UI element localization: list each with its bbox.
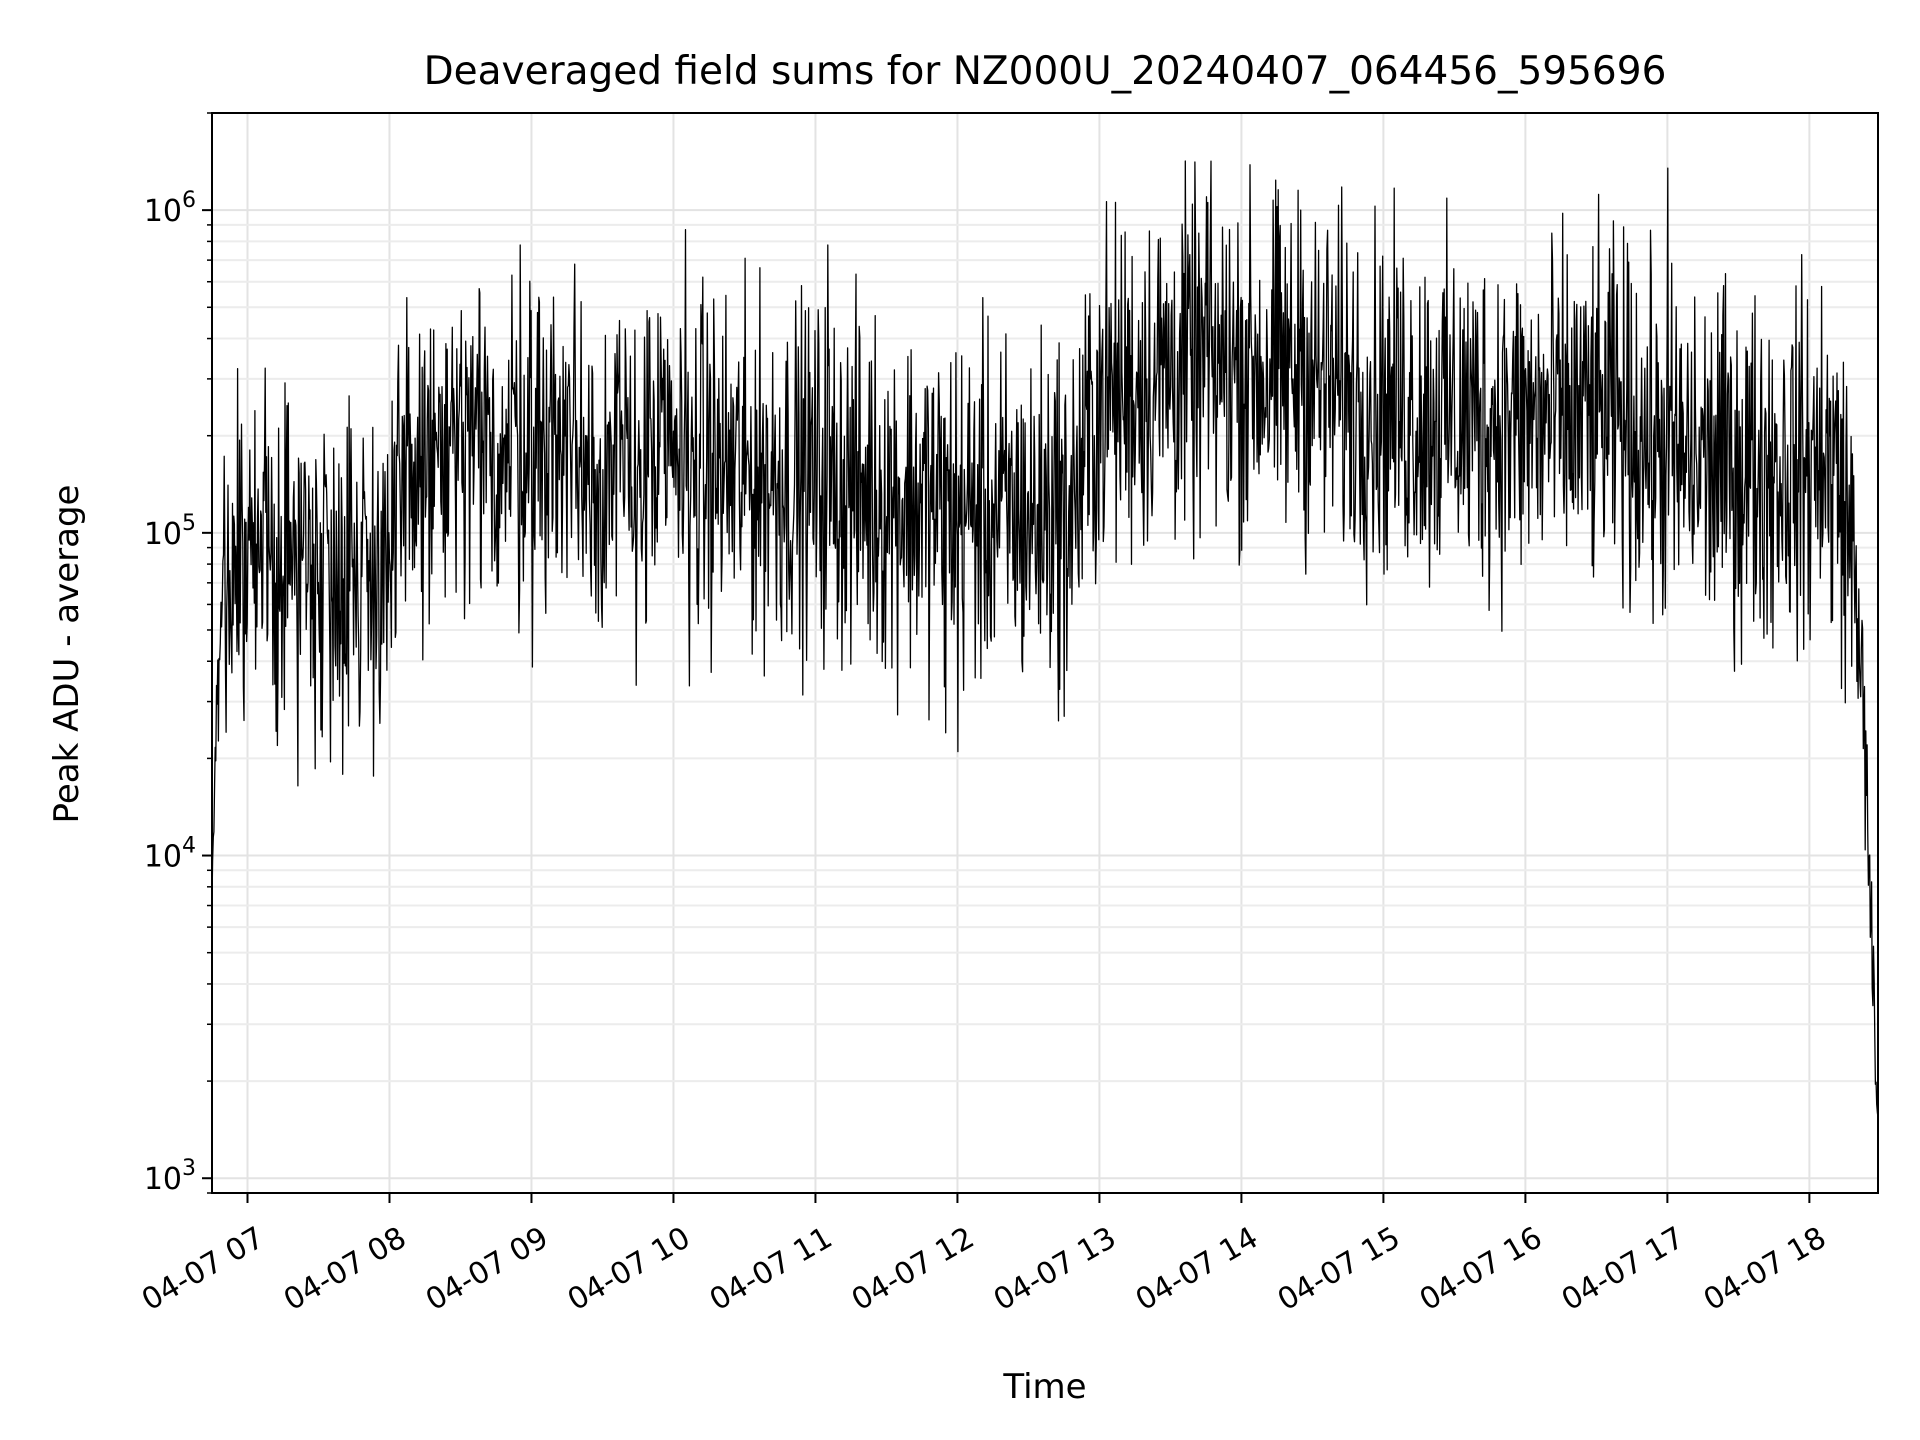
series-line [211, 160, 1879, 1118]
x-axis-label: Time [1002, 1367, 1086, 1407]
chart-title: Deaveraged field sums for NZ000U_2024040… [424, 49, 1667, 94]
y-tick-label: 103 [144, 1156, 196, 1197]
series-layer [211, 160, 1879, 1118]
y-axis: 103 104 105 106 [144, 112, 212, 1197]
plot-frame [211, 112, 1879, 1194]
y-tick-label: 105 [144, 511, 196, 552]
y-axis-label: Peak ADU - average [47, 485, 87, 824]
y-tick-label: 104 [144, 834, 196, 875]
y-tick-label: 106 [144, 188, 196, 229]
